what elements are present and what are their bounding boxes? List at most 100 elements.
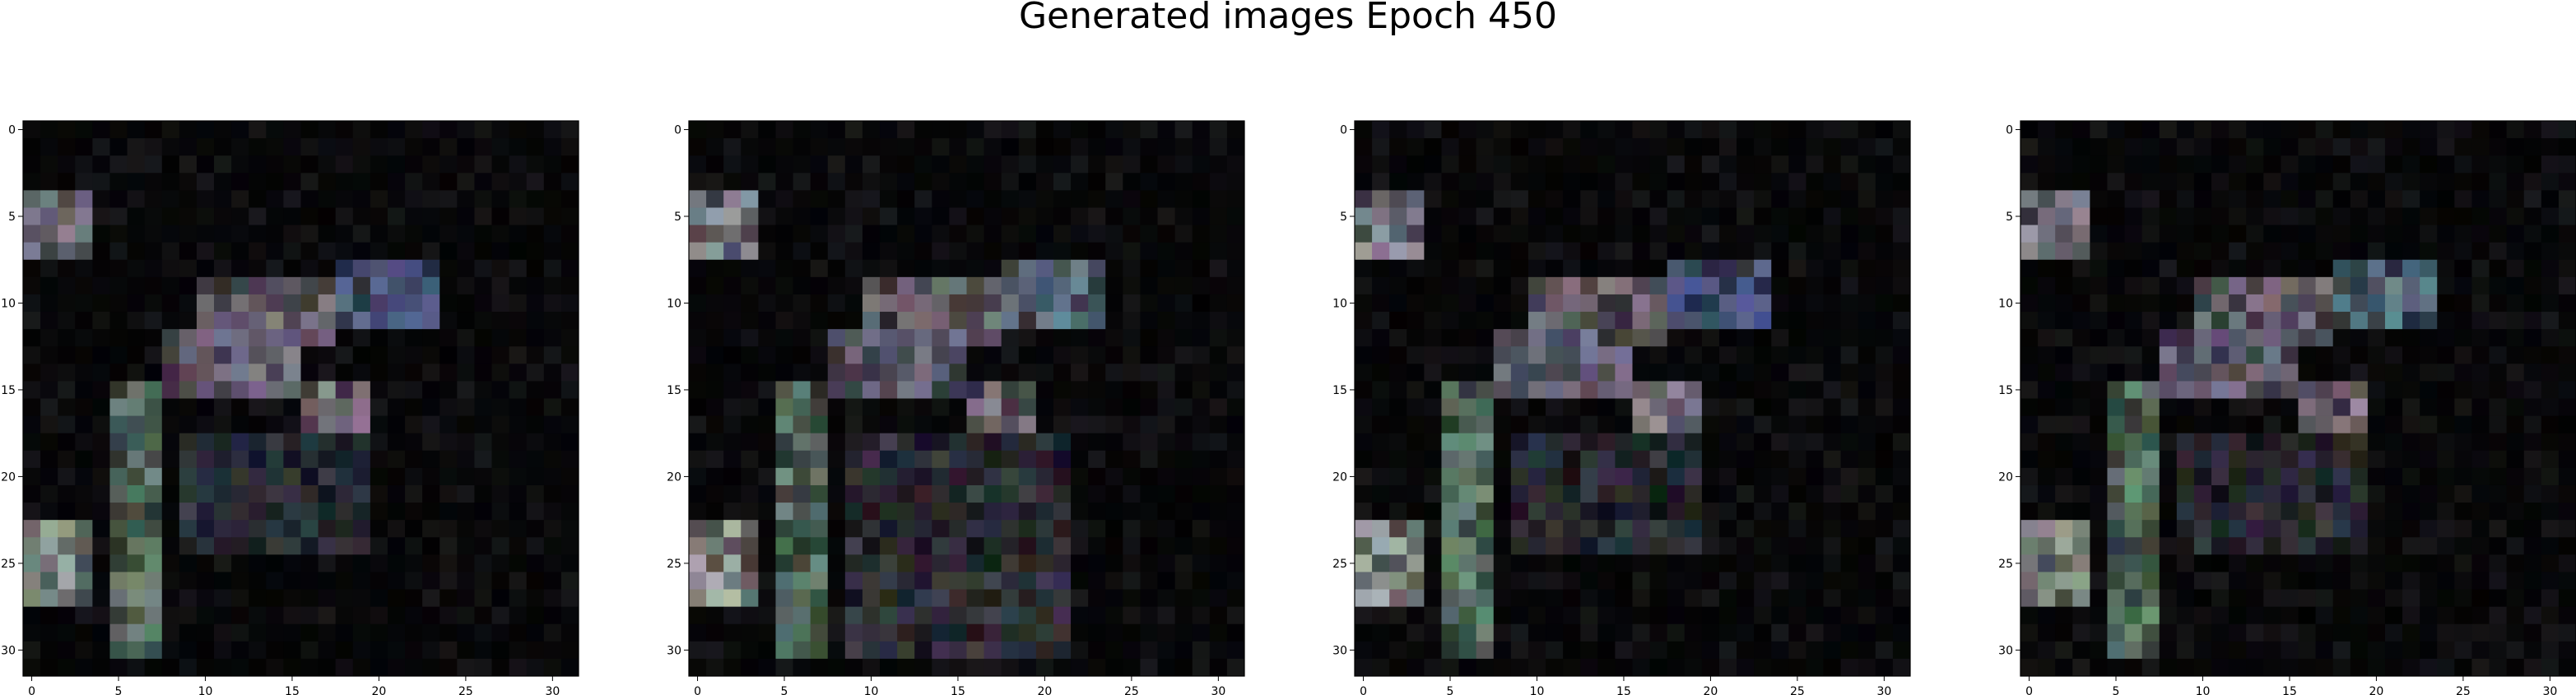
pixel-cell bbox=[1840, 294, 1859, 313]
pixel-cell bbox=[2107, 641, 2125, 660]
pixel-cell bbox=[2055, 484, 2073, 503]
pixel-cell bbox=[2384, 364, 2403, 382]
pixel-cell bbox=[2072, 242, 2090, 261]
pixel-cell bbox=[758, 312, 776, 330]
pixel-cell bbox=[2055, 433, 2073, 452]
pixel-cell bbox=[1701, 484, 1720, 503]
pixel-cell bbox=[723, 572, 742, 590]
pixel-cell bbox=[2350, 658, 2369, 677]
pixel-cell bbox=[2193, 242, 2212, 261]
pixel-cell bbox=[1018, 294, 1037, 313]
pixel-cell bbox=[2350, 346, 2369, 364]
pixel-cell bbox=[1754, 641, 1772, 660]
pixel-cell bbox=[2523, 259, 2542, 278]
pixel-cell bbox=[214, 606, 232, 625]
pixel-cell bbox=[1407, 503, 1425, 521]
pixel-cell bbox=[723, 121, 742, 139]
pixel-cell bbox=[1875, 450, 1894, 469]
x-tick-label: 25 bbox=[1790, 685, 1805, 695]
pixel-cell bbox=[2558, 467, 2576, 486]
pixel-cell bbox=[109, 138, 128, 156]
x-tick-label: 10 bbox=[1530, 685, 1545, 695]
pixel-cell bbox=[58, 190, 76, 208]
pixel-cell bbox=[2454, 225, 2472, 243]
pixel-cell bbox=[231, 398, 249, 416]
pixel-cell bbox=[2072, 572, 2090, 590]
pixel-cell bbox=[1209, 225, 1228, 243]
pixel-cell bbox=[689, 155, 707, 174]
pixel-cell bbox=[161, 450, 180, 469]
pixel-cell bbox=[127, 207, 146, 225]
pixel-cell bbox=[1615, 346, 1633, 364]
pixel-cell bbox=[741, 312, 759, 330]
pixel-cell bbox=[1892, 138, 1911, 156]
pixel-cell bbox=[2384, 554, 2403, 572]
pixel-cell bbox=[509, 658, 528, 677]
pixel-cell bbox=[706, 294, 724, 313]
pixel-cell bbox=[474, 121, 492, 139]
pixel-cell bbox=[196, 520, 215, 538]
pixel-cell bbox=[793, 207, 811, 225]
pixel-cell bbox=[161, 484, 180, 503]
pixel-cell bbox=[491, 503, 510, 521]
pixel-cell bbox=[827, 155, 846, 174]
pixel-cell bbox=[793, 155, 811, 174]
pixel-cell bbox=[706, 121, 724, 139]
pixel-cell bbox=[474, 433, 492, 452]
pixel-cell bbox=[1441, 484, 1459, 503]
pixel-cell bbox=[179, 173, 198, 191]
pixel-cell bbox=[1174, 225, 1193, 243]
pixel-cell bbox=[352, 364, 371, 382]
pixel-cell bbox=[2211, 138, 2230, 156]
pixel-cell bbox=[266, 589, 284, 608]
pixel-cell bbox=[2193, 259, 2212, 278]
pixel-cell bbox=[1053, 572, 1072, 590]
pixel-cell bbox=[457, 329, 475, 347]
pixel-cell bbox=[1718, 225, 1737, 243]
pixel-cell bbox=[1355, 484, 1373, 503]
pixel-cell bbox=[2420, 121, 2438, 139]
pixel-cell bbox=[1527, 190, 1546, 208]
pixel-cell bbox=[266, 276, 284, 295]
pixel-cell bbox=[1701, 450, 1720, 469]
pixel-cell bbox=[1088, 520, 1106, 538]
pixel-cell bbox=[1597, 121, 1616, 139]
pixel-cell bbox=[2332, 537, 2351, 555]
pixel-cell bbox=[58, 503, 76, 521]
pixel-cell bbox=[2193, 276, 2212, 295]
pixel-cell bbox=[2159, 641, 2178, 660]
pixel-cell bbox=[1892, 433, 1911, 452]
pixel-cell bbox=[914, 503, 932, 521]
pixel-cell bbox=[75, 433, 93, 452]
x-tick-label: 30 bbox=[1876, 685, 1891, 695]
pixel-cell bbox=[2402, 450, 2420, 469]
y-tick-label: 10 bbox=[1332, 297, 1347, 310]
pixel-cell bbox=[949, 381, 967, 399]
pixel-cell bbox=[58, 398, 76, 416]
pixel-cell bbox=[370, 312, 388, 330]
pixel-cell bbox=[2020, 329, 2039, 347]
pixel-cell bbox=[723, 346, 742, 364]
pixel-cell bbox=[1527, 329, 1546, 347]
pixel-cell bbox=[318, 537, 337, 555]
pixel-cell bbox=[1649, 554, 1668, 572]
pixel-cell bbox=[2332, 433, 2351, 452]
pixel-cell bbox=[741, 259, 759, 278]
pixel-cell bbox=[880, 520, 898, 538]
pixel-cell bbox=[2281, 433, 2299, 452]
pixel-cell bbox=[2263, 467, 2281, 486]
pixel-cell bbox=[983, 364, 1002, 382]
pixel-cell bbox=[1615, 190, 1633, 208]
pixel-cell bbox=[1580, 520, 1598, 538]
pixel-cell bbox=[1806, 190, 1824, 208]
pixel-cell bbox=[161, 294, 180, 313]
pixel-cell bbox=[1441, 606, 1459, 625]
pixel-cell bbox=[1823, 312, 1842, 330]
pixel-cell bbox=[844, 364, 863, 382]
pixel-cell bbox=[2420, 138, 2438, 156]
pixel-cell bbox=[2384, 121, 2403, 139]
pixel-cell bbox=[161, 554, 180, 572]
pixel-cell bbox=[2176, 554, 2195, 572]
pixel-cell bbox=[1580, 294, 1598, 313]
pixel-cell bbox=[1001, 155, 1020, 174]
